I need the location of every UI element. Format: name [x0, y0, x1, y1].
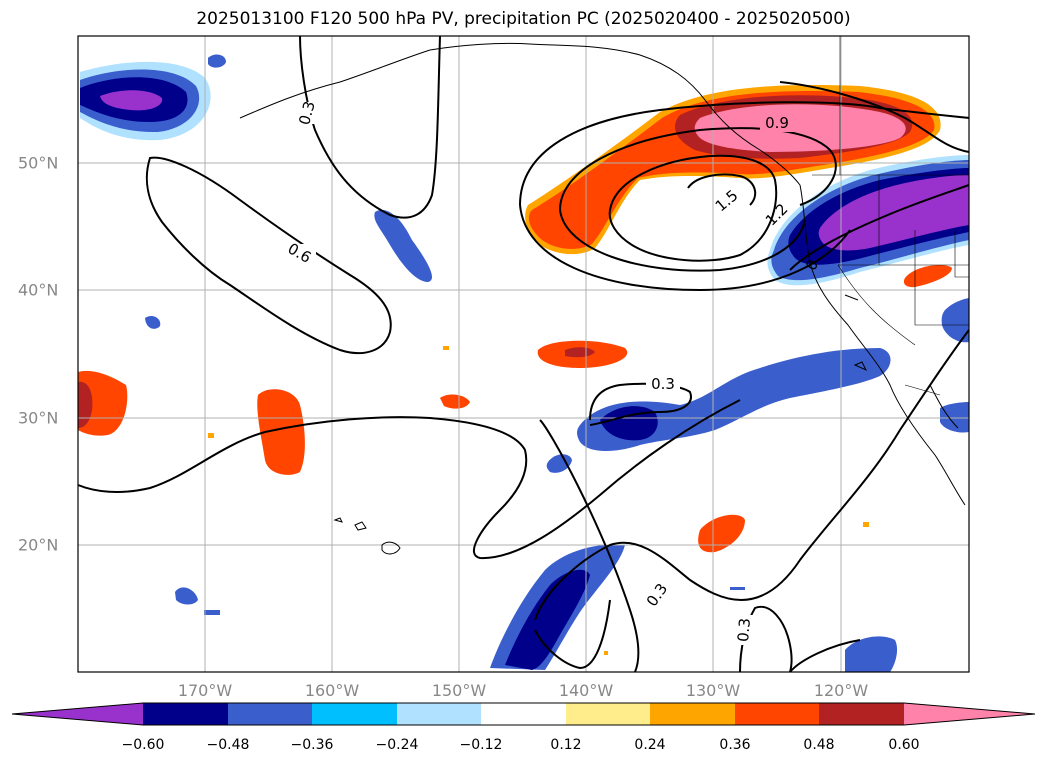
contour-label: 0.3 — [295, 99, 319, 127]
lat-tick: 30°N — [18, 408, 59, 428]
pos-region-ca — [903, 265, 952, 288]
neg-region-sw-dash — [204, 610, 220, 615]
pos-region-mini2 — [604, 651, 608, 655]
colorbar-tick: −0.24 — [375, 737, 419, 753]
colorbar-bin — [12, 703, 143, 725]
pos-region-left — [78, 370, 128, 436]
neg-region-east2 — [940, 402, 969, 433]
map-title: 2025013100 F120 500 hPa PV, precipitatio… — [196, 9, 851, 29]
lon-tick: 150°W — [431, 681, 487, 700]
pos-region-mid2 — [440, 394, 470, 409]
lon-tick: 120°W — [813, 681, 869, 700]
lon-tick: 160°W — [304, 681, 360, 700]
colorbar-tick: 0.12 — [550, 737, 582, 753]
contour-label: 0.3 — [651, 375, 675, 393]
pos-region-tiny — [443, 346, 449, 350]
colorbar-bin — [397, 703, 481, 725]
colorbar-tick: 0.60 — [888, 737, 920, 753]
borders — [812, 36, 969, 396]
colorbar-tick: 0.48 — [803, 737, 835, 753]
colorbar-tick: −0.48 — [206, 737, 250, 753]
neg-region-mini — [730, 587, 745, 590]
neg-region-small1 — [208, 54, 226, 68]
pos-region-mid-left — [257, 389, 305, 475]
pv-contours — [77, 35, 970, 673]
colorbar-bin — [819, 703, 904, 725]
colorbar-bin — [566, 703, 650, 725]
colorbar-tick: −0.12 — [459, 737, 503, 753]
lon-tick: 130°W — [685, 681, 741, 700]
neg-region-se — [845, 636, 898, 672]
colorbar-bin — [481, 703, 566, 725]
pos-region-ne-pink — [694, 104, 906, 152]
gridlines — [78, 36, 969, 672]
neg-region-streak — [374, 209, 433, 282]
neg-region-mid-small — [546, 454, 572, 473]
pos-region-mid1-red — [565, 347, 595, 358]
pos-region-mini — [863, 522, 869, 527]
contour-label: 0.3 — [734, 617, 754, 642]
pos-region-dot2 — [208, 433, 214, 438]
neg-region-south-navy — [505, 569, 590, 670]
pos-region-south — [698, 514, 745, 553]
neg-region-dot — [145, 315, 161, 329]
colorbar-bin — [735, 703, 819, 725]
lat-tick: 40°N — [18, 280, 59, 300]
colorbar-tick: 0.36 — [719, 737, 751, 753]
colorbar-bin — [312, 703, 397, 725]
colorbar — [11, 702, 1036, 726]
colorbar-bin — [143, 703, 228, 725]
neg-region-mid-navy — [600, 406, 658, 441]
lon-tick: 170°W — [177, 681, 233, 700]
colorbar-bin — [904, 703, 1035, 725]
lat-tick: 20°N — [18, 535, 59, 555]
colorbar-tick: 0.24 — [634, 737, 666, 753]
map-frame — [77, 35, 970, 673]
lon-tick: 140°W — [558, 681, 614, 700]
neg-region-sw-islet — [175, 587, 198, 605]
contour-label: 0.9 — [765, 114, 789, 132]
colorbar-bin — [228, 703, 312, 725]
neg-region-nw-purple — [100, 90, 163, 111]
neg-region-east1 — [941, 298, 969, 343]
lat-tick: 50°N — [18, 153, 59, 173]
colorbar-tick: −0.36 — [290, 737, 334, 753]
colorbar-outline — [11, 702, 1036, 726]
pos-region-left-red — [78, 381, 93, 428]
colorbar-tick: −0.60 — [121, 737, 165, 753]
colorbar-bin — [650, 703, 735, 725]
